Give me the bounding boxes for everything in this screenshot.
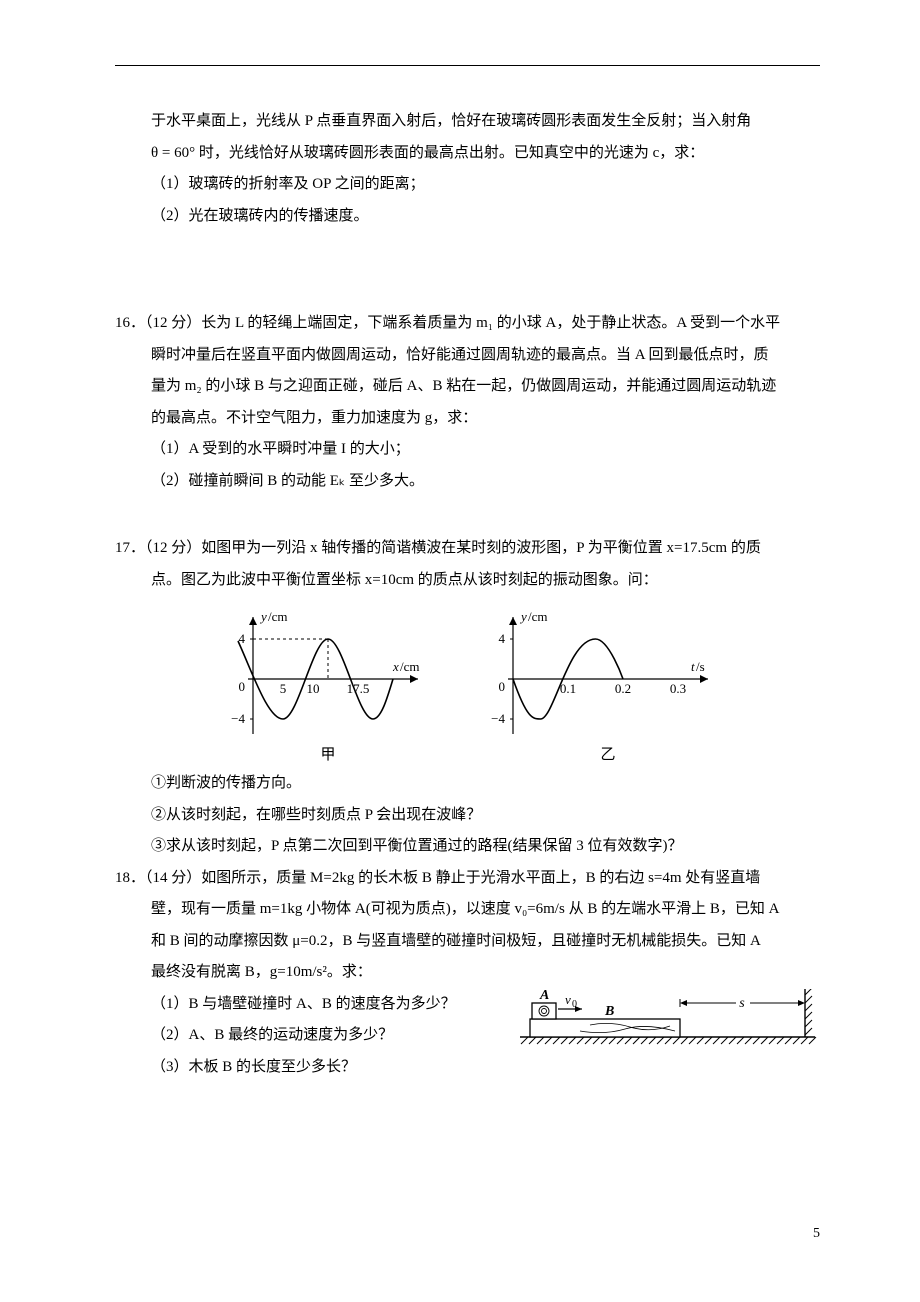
text-line: 长为 L 的轻绳上端固定，下端系着质量为 m₁ 的小球 A，处于静止状态。A 受… xyxy=(201,308,820,340)
figure-17-yi: 4 −4 0 0.1 0.2 0.3 y /cm t /s 乙 xyxy=(478,604,718,764)
question-number: 16．（12 分） xyxy=(115,308,201,340)
svg-text:t: t xyxy=(691,659,695,674)
svg-text:0.3: 0.3 xyxy=(669,681,685,696)
svg-text:/cm: /cm xyxy=(268,609,288,624)
page-number: 5 xyxy=(813,1226,820,1242)
sub-question: （1）玻璃砖的折射率及 OP 之间的距离； xyxy=(151,169,820,201)
question-16: 16．（12 分） 长为 L 的轻绳上端固定，下端系着质量为 m₁ 的小球 A，… xyxy=(115,308,820,497)
text-line: 和 B 间的动摩擦因数 μ=0.2，B 与竖直墙壁的碰撞时间极短，且碰撞时无机械… xyxy=(115,926,820,958)
text-line: θ = 60° 时，光线恰好从玻璃砖圆形表面的最高点出射。已知真空中的光速为 c… xyxy=(151,138,820,170)
svg-text:/cm: /cm xyxy=(528,609,548,624)
caption-jia: 甲 xyxy=(320,747,335,763)
sub-question: （2）光在玻璃砖内的传播速度。 xyxy=(151,201,820,233)
text-line: 如图所示，质量 M=2kg 的长木板 B 静止于光滑水平面上，B 的右边 s=4… xyxy=(201,863,820,895)
text-line: 最终没有脱离 B，g=10m/s²。求： xyxy=(115,957,820,989)
svg-text:17.5: 17.5 xyxy=(346,681,369,696)
text-line: 点。图乙为此波中平衡位置坐标 x=10cm 的质点从该时刻起的振动图象。问： xyxy=(115,565,820,597)
question-number: 17．（12 分） xyxy=(115,533,201,565)
question-17: 17．（12 分） 如图甲为一列沿 x 轴传播的简谐横波在某时刻的波形图，P 为… xyxy=(115,533,820,863)
text-line: 瞬时冲量后在竖直平面内做圆周运动，恰好能通过圆周轨迹的最高点。当 A 回到最低点… xyxy=(115,340,820,372)
svg-text:10: 10 xyxy=(306,681,319,696)
svg-text:/cm: /cm xyxy=(400,659,420,674)
caption-yi: 乙 xyxy=(600,747,615,763)
figure-17-jia: 4 −4 0 5 10 17.5 y /cm x /cm 甲 xyxy=(218,604,438,764)
svg-text:0.2: 0.2 xyxy=(614,681,630,696)
figure-18: v 0 A B s xyxy=(520,989,820,1057)
sub-question: ②从该时刻起，在哪些时刻质点 P 会出现在波峰？ xyxy=(115,800,820,832)
text-line: 于水平桌面上，光线从 P 点垂直界面入射后，恰好在玻璃砖圆形表面发生全反射；当入… xyxy=(151,106,820,138)
q15-continuation: 于水平桌面上，光线从 P 点垂直界面入射后，恰好在玻璃砖圆形表面发生全反射；当入… xyxy=(115,106,820,232)
question-number: 18．（14 分） xyxy=(115,863,201,895)
svg-text:A: A xyxy=(539,989,549,1003)
text-line: 如图甲为一列沿 x 轴传播的简谐横波在某时刻的波形图，P 为平衡位置 x=17.… xyxy=(201,533,820,565)
figure-row: 4 −4 0 5 10 17.5 y /cm x /cm 甲 xyxy=(115,604,820,764)
svg-text:0.1: 0.1 xyxy=(559,681,575,696)
sub-question: （2）碰撞前瞬间 B 的动能 Eₖ 至少多大。 xyxy=(115,466,820,498)
sub-question: ③求从该时刻起，P 点第二次回到平衡位置通过的路程(结果保留 3 位有效数字)？ xyxy=(115,831,820,863)
text-line: 量为 m₂ 的小球 B 与之迎面正碰，碰后 A、B 粘在一起，仍做圆周运动，并能… xyxy=(115,371,820,403)
sub-question: ①判断波的传播方向。 xyxy=(115,768,820,800)
svg-text:−4: −4 xyxy=(231,711,245,726)
svg-text:v: v xyxy=(565,992,571,1007)
svg-text:y: y xyxy=(259,609,267,624)
svg-text:B: B xyxy=(604,1004,614,1019)
svg-text:x: x xyxy=(392,659,399,674)
svg-text:s: s xyxy=(739,996,745,1011)
sub-question: （1）A 受到的水平瞬时冲量 I 的大小； xyxy=(115,434,820,466)
header-rule xyxy=(115,65,820,66)
svg-text:0: 0 xyxy=(572,999,577,1010)
svg-text:0: 0 xyxy=(238,679,245,694)
question-18: 18．（14 分） 如图所示，质量 M=2kg 的长木板 B 静止于光滑水平面上… xyxy=(115,863,820,1084)
svg-text:5: 5 xyxy=(279,681,286,696)
svg-text:4: 4 xyxy=(498,631,505,646)
text-line: 壁，现有一质量 m=1kg 小物体 A(可视为质点)，以速度 v₀=6m/s 从… xyxy=(115,894,820,926)
svg-text:/s: /s xyxy=(696,659,705,674)
svg-text:0: 0 xyxy=(498,679,505,694)
text-line: 的最高点。不计空气阻力，重力加速度为 g，求： xyxy=(115,403,820,435)
svg-text:−4: −4 xyxy=(491,711,505,726)
svg-text:y: y xyxy=(519,609,527,624)
